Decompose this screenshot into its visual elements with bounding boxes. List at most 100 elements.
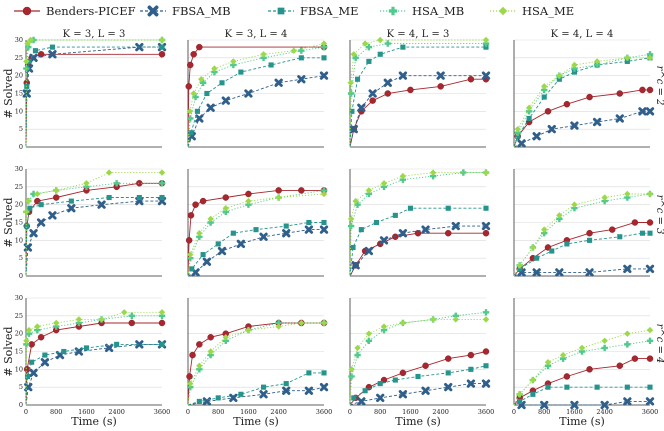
legend-label: FBSA_MB [172, 4, 231, 18]
legend-item-benders-picef: Benders-PICEF [14, 4, 136, 18]
series-fbsa-mb [514, 397, 655, 410]
data-point [646, 190, 654, 198]
data-point [646, 337, 654, 344]
column-title: K = 3, L = 3 [63, 29, 126, 40]
x-tick-label: 0 [512, 408, 516, 416]
data-point [466, 379, 476, 388]
data-point [563, 100, 571, 108]
data-point [238, 391, 244, 397]
data-point [556, 212, 563, 219]
data-point [52, 194, 60, 201]
data-point [75, 316, 83, 323]
data-point [586, 366, 593, 373]
data-point [230, 58, 237, 65]
data-point [199, 197, 207, 205]
data-point [645, 107, 655, 116]
data-point [601, 337, 608, 344]
series-hsa-mb [23, 36, 166, 148]
data-point [616, 362, 624, 370]
data-point [377, 51, 383, 57]
series-line [25, 311, 162, 406]
data-point [555, 268, 564, 277]
data-point [379, 236, 389, 245]
data-point [159, 341, 165, 347]
data-point [319, 225, 329, 234]
data-point [541, 226, 548, 233]
data-point [351, 261, 360, 270]
data-point [436, 71, 445, 80]
data-point [206, 103, 215, 112]
data-point [517, 266, 523, 272]
data-point [380, 180, 388, 187]
series-fbsa-me [513, 384, 653, 406]
data-point [364, 246, 374, 256]
data-point [207, 333, 214, 341]
data-point [53, 187, 60, 194]
legend-item-hsa-me: HSA_ME [490, 4, 574, 18]
x-tick-label: 800 [538, 408, 550, 416]
data-point [187, 212, 195, 219]
series-line [349, 232, 486, 277]
series-line [25, 200, 162, 277]
data-point [407, 86, 414, 94]
data-point [222, 205, 229, 212]
data-point [245, 326, 252, 334]
data-point [481, 379, 491, 388]
series-fbsa-mb [349, 221, 491, 277]
data-point [27, 205, 33, 211]
panel-r1-c2 [347, 168, 491, 277]
data-point [185, 237, 193, 244]
data-point [25, 326, 33, 334]
y-tick-label: 15 [15, 348, 23, 356]
data-point [321, 370, 327, 376]
data-point [556, 72, 563, 79]
series-line [187, 229, 324, 277]
data-point [570, 121, 579, 130]
y-tick-label: 20 [15, 330, 23, 338]
data-point [601, 194, 608, 201]
series-hsa-me [347, 36, 490, 148]
data-point [624, 190, 631, 198]
data-point [352, 197, 359, 205]
data-point [283, 381, 289, 387]
panel-r2-c0: 0 5 10 15 20 25 30 0 800 1600 2400 3600 [15, 294, 171, 416]
series-fbsa-mb [24, 340, 167, 406]
data-point [615, 114, 624, 123]
data-point [638, 107, 647, 116]
data-point [196, 230, 203, 237]
x-axis-label: Time (s) [233, 415, 279, 428]
legend-label: Benders-PICEF [46, 4, 136, 18]
data-point [320, 319, 328, 327]
data-point [29, 359, 35, 365]
data-point [106, 194, 112, 201]
axis-labels: K = 3, L = 3 K = 3, L = 4 K = 4, L = 3 K = … [2, 29, 664, 428]
data-point [186, 108, 194, 115]
x-tick-label: 2400 [596, 408, 613, 416]
data-point [275, 194, 282, 201]
x-tick-label: 2400 [270, 408, 287, 416]
data-point [23, 208, 30, 215]
data-point [83, 180, 90, 187]
data-point [306, 370, 312, 376]
data-point [200, 252, 206, 258]
data-point [437, 83, 444, 90]
data-point [260, 384, 267, 390]
series-line [25, 172, 162, 277]
data-point [481, 221, 491, 231]
data-point [366, 58, 372, 64]
series-benders-picef [185, 187, 328, 277]
data-point [230, 230, 236, 236]
data-point [282, 229, 291, 238]
data-point [578, 344, 586, 352]
data-point [571, 69, 578, 75]
data-point [624, 58, 630, 64]
data-point [104, 343, 114, 353]
data-point [451, 221, 460, 231]
data-point [40, 358, 50, 367]
y-tick-label: 5 [19, 254, 23, 262]
series-hsa-mb [23, 312, 166, 406]
data-point [585, 268, 594, 277]
y-tick-label: 10 [15, 236, 23, 244]
x-tick-label: 3600 [642, 408, 659, 416]
